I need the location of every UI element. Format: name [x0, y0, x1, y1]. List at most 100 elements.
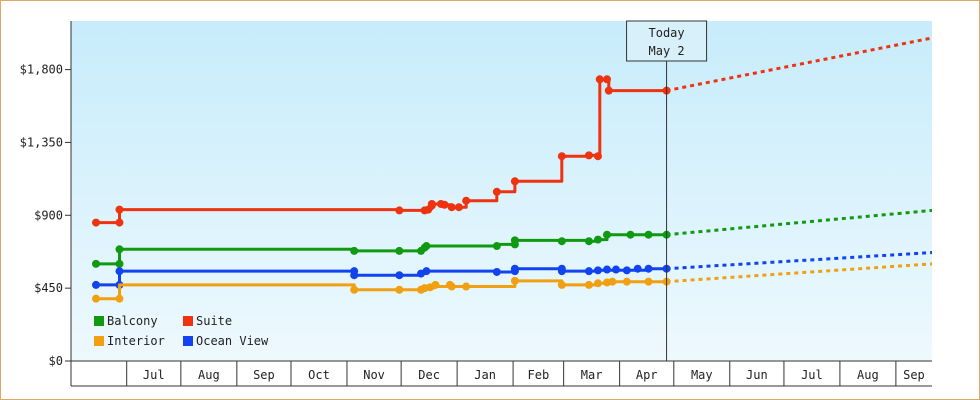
data-point [593, 152, 602, 161]
series-suite [92, 36, 933, 227]
data-point [557, 267, 566, 276]
legend-item: Suite [183, 314, 232, 328]
series-layer [92, 36, 933, 303]
y-tick-label: $1,350 [20, 135, 63, 149]
data-point [462, 282, 471, 291]
y-tick-label: $450 [34, 281, 63, 295]
data-point [644, 230, 653, 239]
today-marker: Today May 2 [626, 20, 708, 361]
legend-item: Interior [94, 334, 165, 348]
legend: Balcony Suite Interior Ocean View [94, 314, 269, 348]
forecast-line-suite [666, 36, 933, 93]
legend-label: Suite [196, 314, 232, 328]
y-axis: $0 $450 $900 $1,350 $1,800 [20, 21, 72, 386]
legend-swatch [183, 316, 193, 326]
data-point [447, 282, 456, 291]
data-point [608, 277, 617, 286]
data-point [350, 246, 359, 255]
legend-item: Ocean View [183, 334, 269, 348]
data-point [395, 271, 404, 280]
data-point [602, 230, 611, 239]
data-point [510, 276, 519, 285]
data-point [395, 206, 404, 215]
data-point [492, 242, 501, 251]
data-point [492, 187, 501, 196]
data-point [602, 265, 611, 274]
x-tick-label: Aug [857, 368, 879, 382]
y-tick-label: $900 [34, 208, 63, 222]
data-point [626, 230, 635, 239]
legend-label: Ocean View [196, 334, 269, 348]
today-label: Today [649, 26, 685, 40]
data-point [557, 280, 566, 289]
data-point [593, 266, 602, 275]
data-point [440, 200, 449, 209]
x-tick-label: Sep [903, 368, 925, 382]
data-point [115, 245, 124, 254]
series-ocean-view [92, 251, 933, 289]
data-point [612, 265, 621, 274]
data-point [92, 294, 100, 303]
data-point [115, 294, 124, 303]
data-point [622, 277, 631, 286]
data-point [395, 246, 404, 255]
x-tick-label: Oct [308, 368, 330, 382]
x-tick-label: Aug [198, 368, 220, 382]
data-point [427, 199, 436, 208]
today-label-box [626, 20, 708, 62]
data-point [115, 259, 124, 268]
data-point [395, 285, 404, 294]
data-point [447, 203, 456, 212]
series-interior [92, 262, 933, 303]
x-tick-label: Apr [636, 368, 658, 382]
legend-swatch [94, 316, 104, 326]
data-point [510, 264, 519, 273]
data-point [644, 264, 653, 273]
x-tick-label: May [691, 368, 713, 382]
x-tick-label: Sep [253, 368, 275, 382]
x-tick-label: Mar [581, 368, 603, 382]
data-point [454, 203, 463, 212]
data-point [557, 152, 566, 161]
legend-label: Balcony [107, 314, 158, 328]
data-point [115, 205, 124, 214]
data-point [584, 280, 593, 289]
data-point [115, 218, 124, 227]
data-point [92, 259, 100, 268]
data-point [92, 280, 100, 289]
data-point [557, 237, 566, 246]
data-point [604, 86, 613, 95]
series-balcony [92, 208, 933, 268]
x-tick-label: Jul [143, 368, 165, 382]
data-point [422, 267, 431, 276]
data-point [584, 151, 593, 160]
data-point [602, 75, 611, 84]
legend-swatch [94, 336, 104, 346]
data-point [510, 177, 519, 186]
data-point [593, 279, 602, 288]
x-tick-label: Jul [801, 368, 823, 382]
x-tick-label: Dec [418, 368, 440, 382]
x-axis: Jul Aug Sep Oct Nov Dec Jan Feb Mar Apr May Jun Jul A… [71, 360, 932, 387]
data-point [422, 242, 431, 251]
data-point [92, 218, 100, 227]
y-tick-label: $0 [49, 354, 63, 368]
legend-swatch [183, 336, 193, 346]
data-point [350, 285, 359, 294]
x-tick-label: Feb [528, 368, 550, 382]
data-point [644, 277, 653, 286]
data-point [492, 267, 501, 276]
data-point [584, 267, 593, 276]
legend-item: Balcony [94, 314, 158, 328]
data-point [510, 236, 519, 245]
x-tick-label: Jun [746, 368, 768, 382]
y-tick-label: $1,800 [20, 63, 63, 77]
data-point [622, 266, 631, 275]
data-point [595, 75, 604, 84]
data-point [633, 264, 642, 273]
legend-label: Interior [107, 334, 165, 348]
data-point [115, 267, 124, 276]
data-point [584, 237, 593, 246]
